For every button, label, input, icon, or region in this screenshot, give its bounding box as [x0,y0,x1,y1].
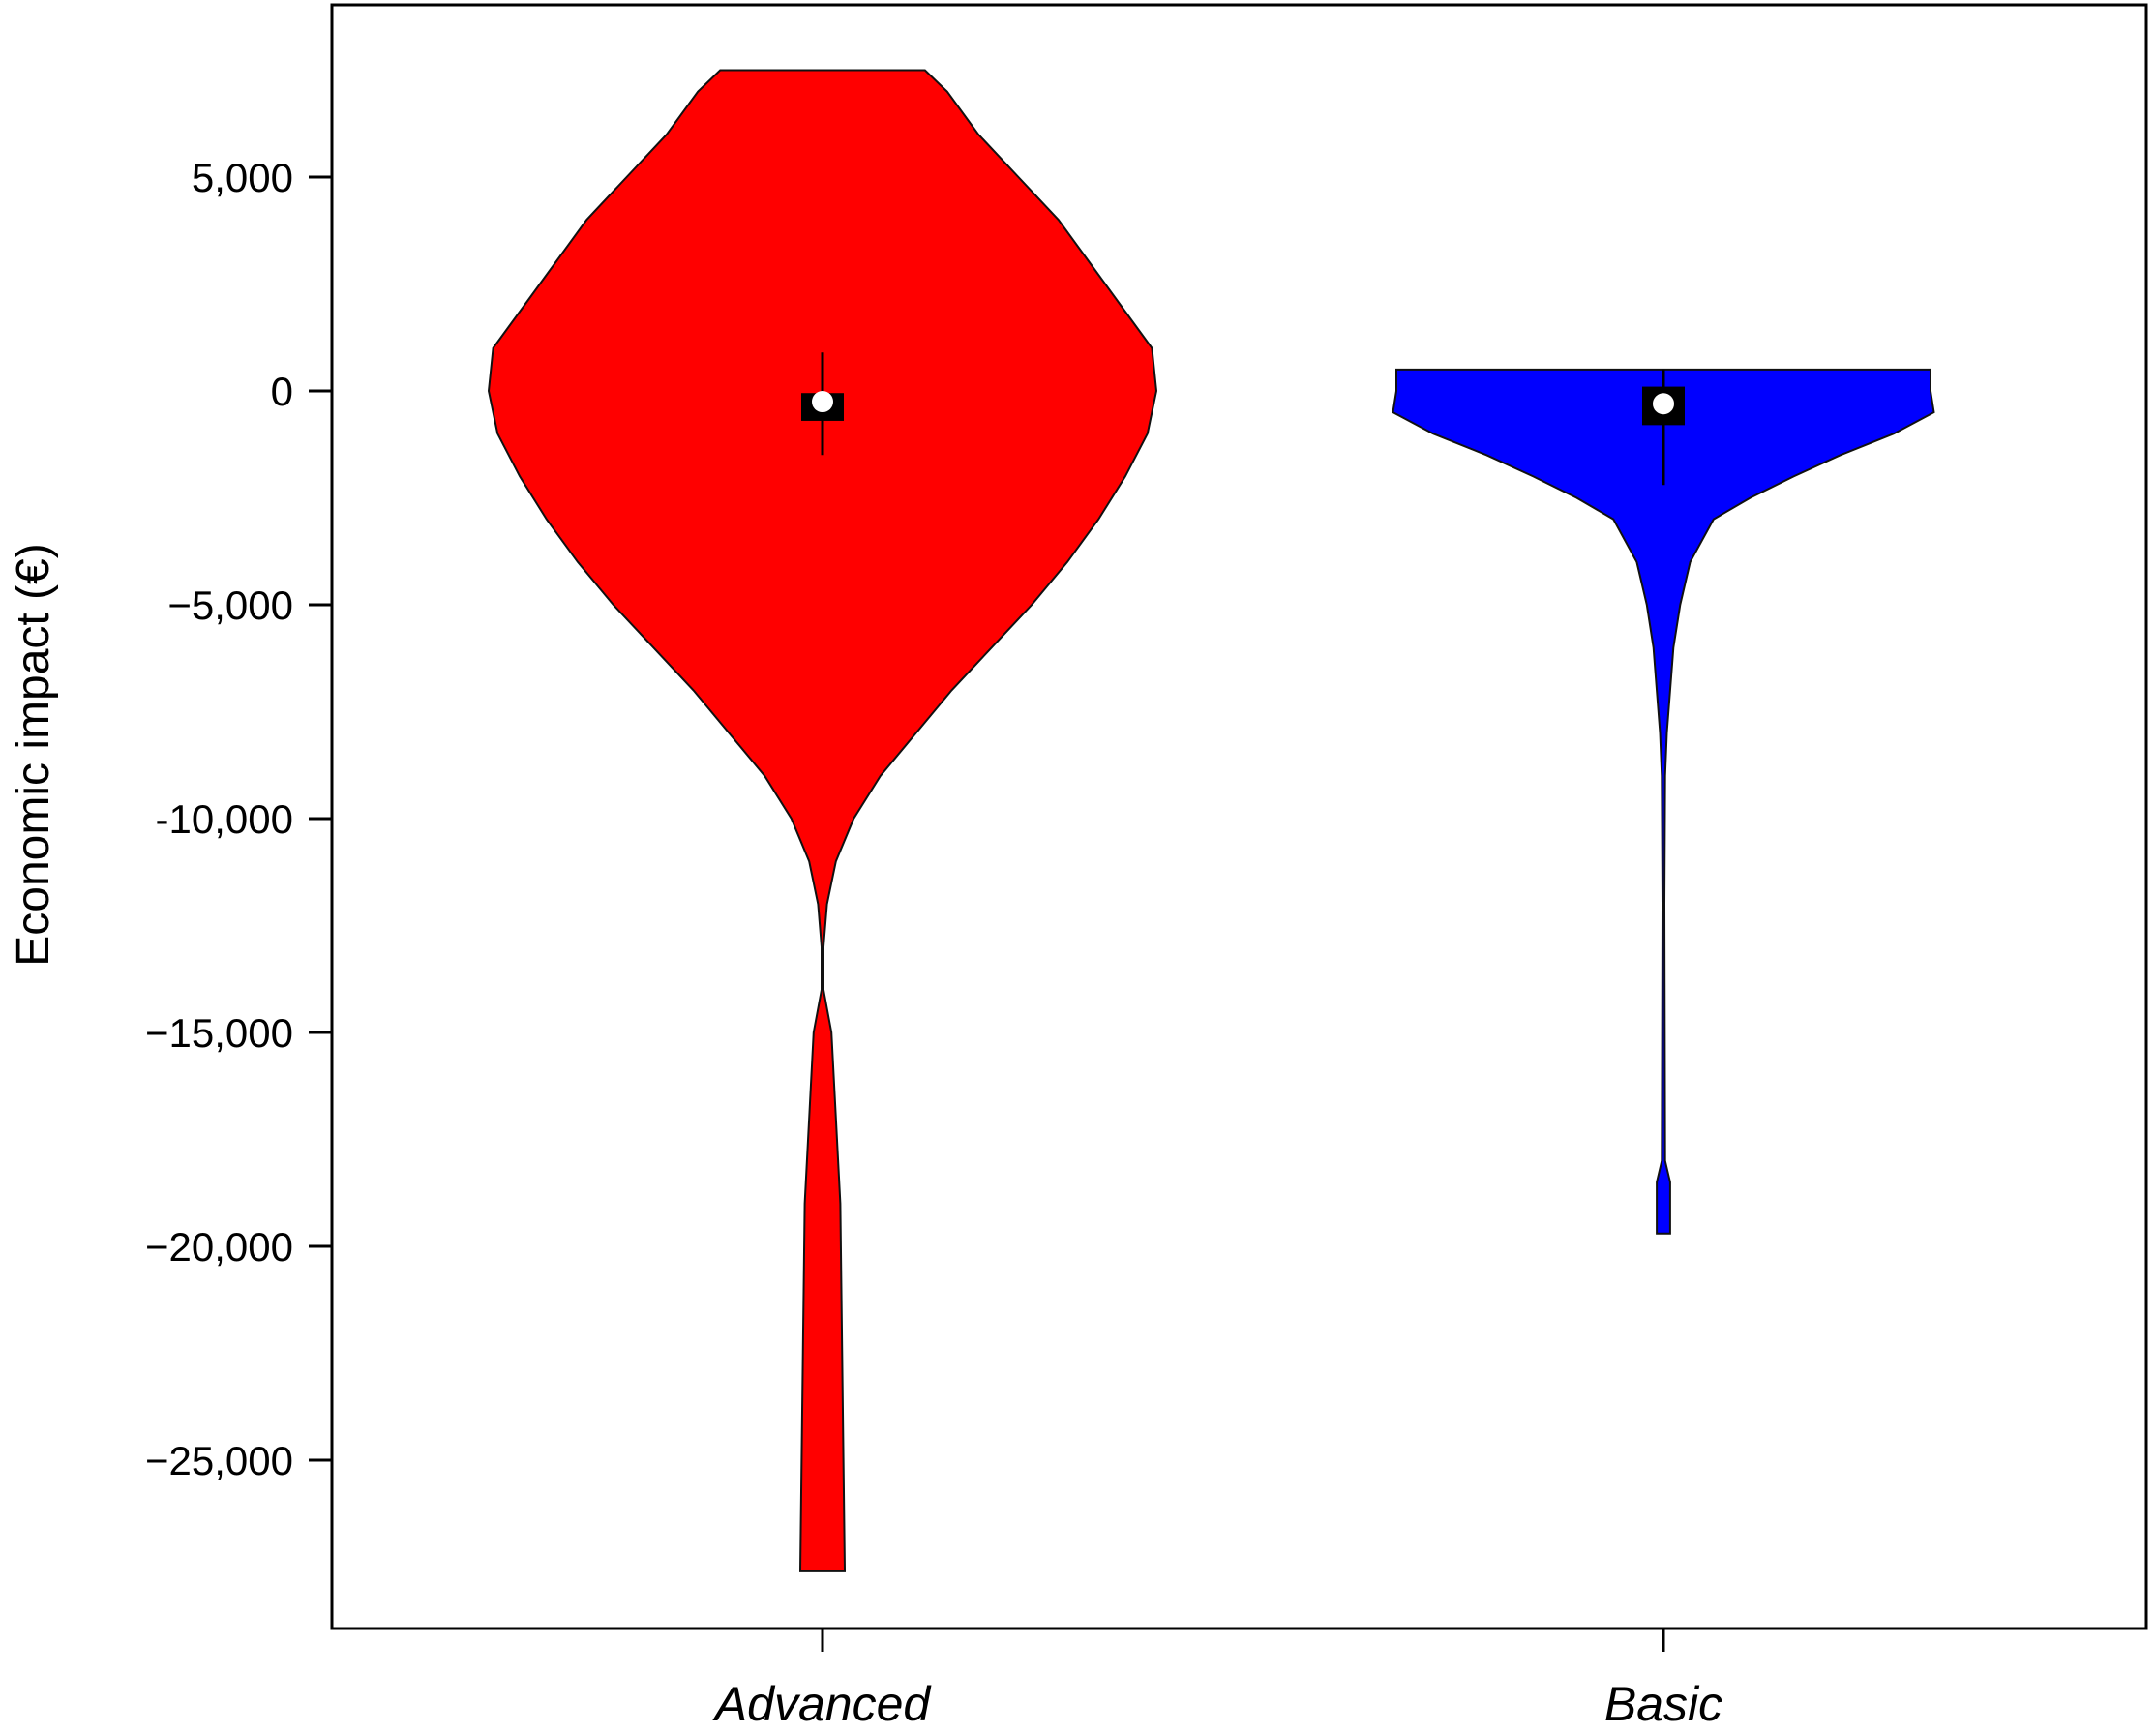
y-axis: 5,000 0 −5,000 -10,000 −15,000 −20,000 −25,000 [145,155,332,1483]
y-tick-label: −25,000 [145,1438,293,1483]
violins [487,69,1935,1572]
y-tick-label: −20,000 [145,1224,293,1270]
x-tick-label: Advanced [712,1677,933,1731]
violin-body [1392,368,1935,1235]
violin-advanced [487,69,1158,1572]
violin-basic [1392,368,1935,1235]
y-tick-label: 0 [271,369,293,414]
y-tick-label: -10,000 [156,796,293,842]
median-point [812,391,833,413]
plot-frame [330,3,2148,1630]
y-tick-label: −5,000 [167,583,293,628]
y-tick-label: 5,000 [192,155,293,200]
x-axis: Advanced Basic [712,1629,1722,1731]
violin-body [487,69,1158,1572]
y-axis-title: Economic impact (€) [8,543,59,966]
x-tick-label: Basic [1604,1677,1722,1731]
y-tick-label: −15,000 [145,1010,293,1056]
median-point [1653,393,1674,415]
